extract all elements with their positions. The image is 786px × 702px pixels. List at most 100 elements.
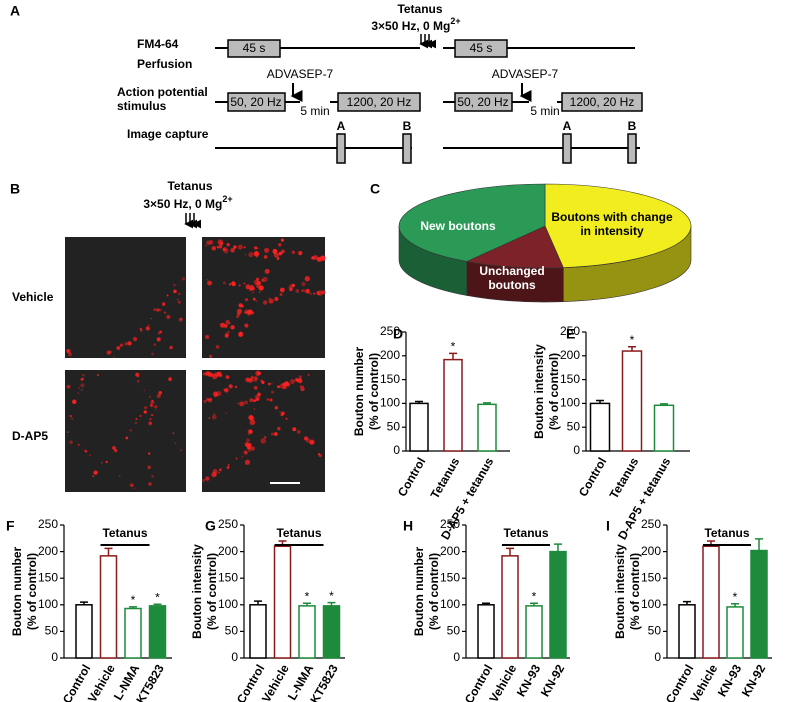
y-tick-label: 0: [573, 443, 580, 457]
bouton: [140, 329, 143, 332]
bouton: [296, 430, 301, 434]
bracket-label: Tetanus: [276, 526, 321, 540]
bouton: [211, 414, 217, 420]
y-axis-label: (% of control): [205, 553, 219, 630]
y-tick-label: 250: [641, 517, 661, 531]
y-tick-label: 100: [218, 597, 238, 611]
perfusion-box: 45 s: [470, 41, 493, 55]
bouton: [93, 471, 97, 475]
bouton: [224, 388, 229, 393]
bouton: [132, 336, 138, 342]
bouton: [134, 421, 138, 424]
bar: [477, 403, 497, 452]
tetanus-title: Tetanus: [167, 179, 212, 193]
bouton: [158, 390, 163, 395]
bar: [501, 555, 519, 659]
panel-label: E: [566, 326, 575, 342]
panel-label: D: [393, 326, 403, 342]
bouton: [244, 297, 249, 302]
bouton: [147, 324, 150, 326]
y-tick-label: 250: [380, 324, 400, 338]
bouton: [253, 386, 258, 390]
row-label: D-AP5: [12, 429, 48, 443]
tetanus-params-text: 3×50 Hz, 0 Mg: [371, 19, 450, 33]
bouton: [92, 475, 95, 478]
micrograph: [65, 237, 186, 358]
bouton: [298, 375, 302, 379]
bouton: [228, 322, 231, 325]
x-tick-label: Control: [576, 455, 609, 499]
error-bar: [506, 547, 514, 556]
bouton: [166, 294, 169, 297]
bouton: [279, 293, 283, 297]
bouton: [255, 370, 261, 376]
bouton: [274, 406, 278, 410]
bouton: [80, 383, 85, 388]
bouton: [129, 429, 132, 432]
bouton: [313, 255, 318, 260]
bar: [443, 358, 463, 452]
bouton: [216, 245, 220, 249]
bouton: [268, 297, 271, 300]
y-tick-label: 250: [560, 324, 580, 338]
bouton: [147, 452, 151, 455]
stimulus-box: 1200, 20 Hz: [570, 95, 635, 109]
bouton: [180, 449, 183, 452]
bouton: [173, 289, 177, 294]
bouton: [222, 247, 228, 252]
bouton: [249, 398, 254, 403]
micrographs: [65, 237, 326, 492]
bar: [322, 605, 341, 659]
bouton: [70, 417, 74, 420]
row-label: Vehicle: [12, 290, 54, 304]
y-axis-label: Bouton intensity: [613, 544, 627, 639]
bouton: [228, 384, 233, 389]
x-tick-label: KN-92: [538, 662, 568, 699]
y-axis-label: (% of control): [367, 353, 381, 430]
bouton: [135, 418, 138, 421]
bouton: [258, 285, 264, 291]
bouton: [133, 487, 136, 490]
bouton: [181, 279, 183, 281]
bouton: [125, 436, 129, 440]
bouton: [213, 391, 219, 397]
bar: [298, 605, 316, 659]
y-tick-label: 0: [231, 650, 238, 664]
bouton: [224, 333, 229, 338]
bouton: [227, 330, 231, 334]
bouton: [217, 471, 220, 474]
bouton: [244, 442, 250, 447]
bouton: [238, 284, 241, 287]
bouton: [246, 438, 250, 443]
bouton: [290, 379, 295, 384]
bouton: [231, 281, 236, 287]
bouton: [239, 401, 245, 407]
y-tick-label: 50: [45, 624, 59, 638]
bouton: [169, 345, 173, 350]
bouton: [299, 377, 302, 380]
bouton: [145, 326, 150, 331]
bouton: [205, 371, 210, 376]
bouton: [309, 439, 315, 445]
bouton: [291, 283, 295, 288]
bouton: [72, 399, 77, 404]
x-tick-label: Tetanus: [607, 455, 642, 501]
bouton: [250, 446, 255, 451]
bar: [75, 604, 93, 659]
bouton: [222, 281, 226, 285]
capture-label: A: [337, 119, 346, 133]
significance-marker: *: [155, 590, 160, 604]
bouton: [238, 333, 243, 337]
y-tick-label: 100: [560, 396, 580, 410]
bouton: [225, 412, 228, 415]
bouton: [245, 298, 248, 301]
tetanus-params: 3×50 Hz, 0 Mg2+: [371, 16, 460, 33]
bouton: [236, 314, 240, 318]
y-axis-label: (% of control): [427, 553, 441, 630]
bouton: [105, 460, 108, 464]
bouton: [225, 332, 229, 336]
bouton: [112, 445, 116, 450]
bouton: [156, 394, 161, 399]
superscript: 2+: [222, 194, 232, 204]
